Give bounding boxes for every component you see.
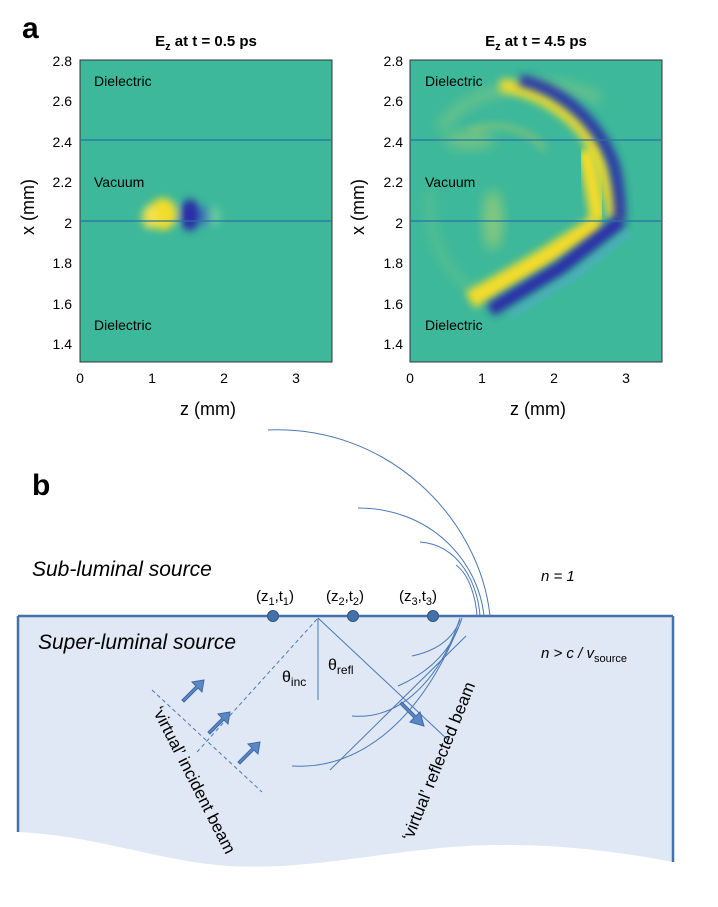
plot-right-wavefronts [425,74,632,319]
xtick-label: 3 [292,370,300,386]
xtick-label: 1 [148,370,156,386]
ytick-label: 2.4 [53,134,73,150]
xtick-label: 3 [622,370,630,386]
incident-arrow-icon [181,679,205,703]
plot-right-title: Ez at t = 4.5 ps [485,33,587,53]
plot-right-region-middle: Vacuum [425,174,475,190]
xtick-label: 2 [220,370,228,386]
ytick-label: 2 [64,215,72,231]
plot-right-yticks: 1.4 1.6 1.8 2 2.2 2.4 2.6 2.8 [384,53,404,352]
xtick-label: 0 [406,370,414,386]
incident-arrows [181,679,261,765]
plot-left-region-bottom: Dielectric [94,317,152,333]
ytick-label: 2.6 [53,93,73,109]
ytick-label: 1.6 [53,296,73,312]
theta-refl-label: θrefl [328,657,354,677]
sub-luminal-label: Sub-luminal source [32,558,212,581]
ytick-label: 2.6 [384,93,404,109]
ytick-label: 1.4 [53,336,73,352]
super-luminal-label: Super-luminal source [38,631,236,654]
ytick-label: 2.2 [384,174,404,190]
wavefront-arcs-lower [291,617,463,767]
plot-right-xticks: 0 1 2 3 [406,370,630,386]
ytick-label: 1.4 [384,336,404,352]
ytick-label: 2.8 [53,53,73,69]
plot-right: Ez at t = 4.5 ps [348,33,663,419]
xtick-label: 0 [76,370,84,386]
ytick-label: 2.8 [384,53,404,69]
n2-label: n > c / vsource [541,645,627,665]
reflected-arrow-icon [399,701,425,727]
panel-b-label: b [32,469,50,502]
ytick-label: 1.8 [53,255,73,271]
ytick-label: 1.8 [384,255,404,271]
xtick-label: 2 [550,370,558,386]
point-label-3: (z3,t3) [399,588,437,608]
ytick-label: 1.6 [384,296,404,312]
plot-left-title: Ez at t = 0.5 ps [155,33,257,53]
wavefront-arcs-upper [267,429,491,617]
plot-right-ylabel: x (mm) [348,179,368,235]
plot-left: Ez at t = 0.5 ps Dielectric Vacuum Diele… [18,33,333,419]
plot-left-xlabel: z (mm) [180,399,236,419]
source-points [267,610,439,622]
source-point-1 [267,610,279,622]
medium-region [18,616,673,867]
ytick-label: 2.4 [384,134,404,150]
ytick-label: 2.2 [53,174,73,190]
source-point-2 [347,610,359,622]
reflected-axis [317,617,449,741]
plot-right-region-bottom: Dielectric [425,317,483,333]
source-point-3 [427,610,439,622]
ytick-label: 2 [395,215,403,231]
plot-right-region-top: Dielectric [425,73,483,89]
theta-inc-label: θinc [282,669,306,689]
plot-left-xticks: 0 1 2 3 [76,370,300,386]
incident-arrow-icon [207,711,231,735]
plot-left-ylabel: x (mm) [18,179,38,235]
point-label-2: (z2,t2) [326,588,364,608]
panel-a-label: a [22,12,39,45]
plot-left-yticks: 1.4 1.6 1.8 2 2.2 2.4 2.6 2.8 [53,53,73,352]
xtick-label: 1 [478,370,486,386]
n1-label: n = 1 [541,568,575,585]
plot-right-xlabel: z (mm) [510,399,566,419]
incident-arrow-icon [237,741,261,765]
reflected-wavefront [329,635,467,771]
point-label-1: (z1,t1) [256,588,294,608]
plot-left-region-top: Dielectric [94,73,152,89]
incident-axis [196,617,319,753]
plot-left-region-middle: Vacuum [94,174,144,190]
